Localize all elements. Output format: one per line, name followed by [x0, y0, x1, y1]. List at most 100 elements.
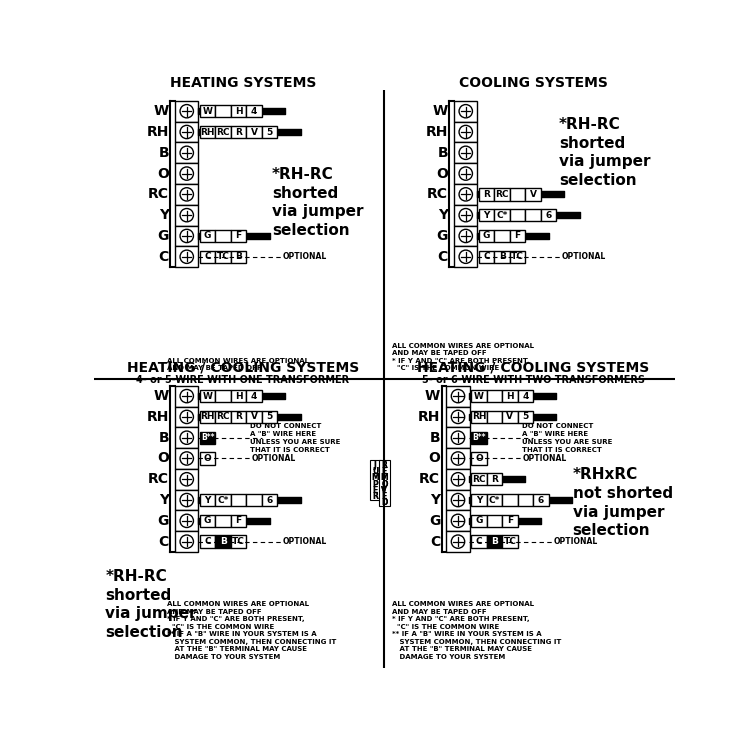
Bar: [175, 142, 198, 164]
Text: P: P: [372, 479, 378, 488]
Text: OPTIONAL: OPTIONAL: [283, 537, 327, 546]
Text: B**: B**: [201, 433, 214, 442]
Text: G: G: [436, 229, 448, 243]
Text: O: O: [204, 454, 212, 463]
Text: RC: RC: [419, 472, 440, 486]
Circle shape: [452, 389, 465, 403]
Text: 4: 4: [522, 392, 529, 400]
Text: W: W: [154, 389, 169, 403]
Text: G: G: [483, 232, 490, 241]
Bar: [446, 386, 470, 406]
Bar: [247, 105, 262, 117]
Bar: [503, 411, 518, 423]
Circle shape: [180, 410, 194, 424]
Text: C*: C*: [217, 496, 229, 505]
Bar: [454, 100, 477, 122]
Bar: [175, 246, 198, 267]
Text: E: E: [373, 486, 378, 495]
Circle shape: [180, 230, 194, 242]
Bar: [446, 448, 470, 469]
Bar: [446, 469, 470, 490]
Circle shape: [459, 209, 472, 222]
Bar: [175, 490, 198, 511]
Text: RC: RC: [496, 190, 509, 199]
Bar: [510, 188, 526, 200]
Bar: [471, 536, 487, 548]
Bar: [487, 494, 502, 506]
Text: TC: TC: [512, 252, 524, 261]
Text: R: R: [236, 413, 242, 422]
Bar: [175, 469, 198, 490]
Text: B: B: [499, 252, 506, 261]
Bar: [494, 209, 510, 221]
Bar: [454, 142, 477, 164]
Bar: [215, 411, 231, 423]
Bar: [175, 205, 198, 226]
Bar: [231, 105, 247, 117]
Bar: [262, 494, 278, 506]
Bar: [175, 386, 198, 406]
Text: ALL COMMON WIRES ARE OPTIONAL
AND MAY BE TAPED OFF
* IF Y AND "C" ARE BOTH PRESE: ALL COMMON WIRES ARE OPTIONAL AND MAY BE…: [167, 602, 337, 660]
Circle shape: [180, 494, 194, 507]
Text: Y: Y: [476, 496, 482, 505]
Circle shape: [452, 452, 465, 465]
Bar: [471, 411, 487, 423]
Bar: [215, 251, 231, 263]
Text: O: O: [475, 454, 483, 463]
Text: 4: 4: [251, 106, 257, 116]
Bar: [471, 494, 487, 506]
Bar: [231, 230, 247, 242]
Text: C: C: [204, 252, 211, 261]
Circle shape: [459, 250, 472, 263]
Text: O: O: [157, 452, 169, 466]
Text: Y: Y: [484, 211, 490, 220]
Text: *RH-RC
shorted
via jumper
selection: *RH-RC shorted via jumper selection: [105, 569, 196, 640]
Text: G: G: [476, 516, 482, 525]
Text: RC: RC: [427, 188, 448, 201]
Text: B**: B**: [472, 433, 486, 442]
Text: 6: 6: [266, 496, 273, 505]
Text: F: F: [236, 232, 242, 241]
Bar: [471, 473, 487, 485]
Bar: [175, 406, 198, 427]
Text: H: H: [235, 392, 242, 400]
Text: R: R: [372, 492, 378, 501]
Text: Y: Y: [159, 209, 169, 222]
Text: RH: RH: [200, 128, 215, 136]
Text: V: V: [506, 413, 514, 422]
Bar: [247, 126, 262, 138]
Bar: [487, 411, 502, 423]
Text: R: R: [491, 475, 498, 484]
Text: 4: 4: [251, 392, 257, 400]
Text: R: R: [483, 190, 490, 199]
Bar: [454, 184, 477, 205]
Bar: [541, 209, 556, 221]
Bar: [446, 427, 470, 448]
Bar: [518, 411, 533, 423]
Text: 6: 6: [545, 211, 552, 220]
Bar: [200, 431, 215, 444]
Bar: [175, 511, 198, 531]
Bar: [200, 411, 215, 423]
Text: P: P: [372, 479, 378, 488]
Bar: [494, 188, 510, 200]
Text: B: B: [158, 430, 169, 445]
Text: HEATING / COOLING SYSTEMS: HEATING / COOLING SYSTEMS: [127, 361, 359, 375]
Text: C: C: [483, 252, 490, 261]
Text: 5: 5: [266, 413, 273, 422]
Text: RC: RC: [217, 413, 230, 422]
Text: J: J: [374, 461, 376, 470]
Circle shape: [180, 250, 194, 263]
Text: C: C: [159, 250, 169, 264]
Bar: [175, 164, 198, 184]
Text: F: F: [514, 232, 520, 241]
Circle shape: [180, 104, 194, 118]
Text: R: R: [372, 492, 378, 501]
Text: Y: Y: [205, 496, 211, 505]
Bar: [215, 105, 231, 117]
Bar: [379, 460, 390, 506]
Text: W: W: [202, 106, 212, 116]
Text: ALL COMMON WIRES ARE OPTIONAL
AND MAY BE TAPED OFF
* IF Y AND "C" ARE BOTH PRESE: ALL COMMON WIRES ARE OPTIONAL AND MAY BE…: [392, 343, 534, 371]
Bar: [370, 460, 380, 500]
Bar: [510, 209, 526, 221]
